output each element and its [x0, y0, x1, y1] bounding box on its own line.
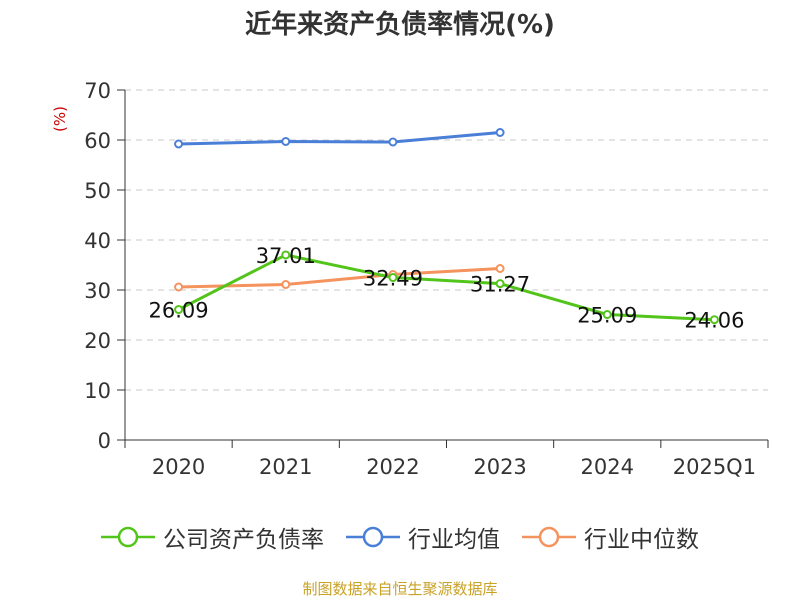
x-tick-label: 2021: [259, 455, 312, 479]
data-point: [174, 139, 184, 149]
chart-title: 近年来资产负债率情况(%): [245, 10, 555, 40]
data-point: [602, 310, 612, 320]
data-label: 37.01: [256, 244, 316, 268]
data-point: [174, 282, 184, 292]
x-tick-label: 2025Q1: [673, 455, 756, 479]
legend-item-company[interactable]: 公司资产负债率: [101, 520, 324, 554]
x-tick-label: 2024: [581, 455, 634, 479]
legend: 公司资产负债率 行业均值 行业中位数: [0, 520, 800, 554]
legend-item-industry-median[interactable]: 行业中位数: [522, 520, 699, 554]
data-label: 25.09: [577, 304, 637, 328]
y-tick-label: 20: [84, 329, 111, 353]
y-tick-label: 60: [84, 129, 111, 153]
x-tick-label: 2022: [366, 455, 419, 479]
legend-label: 行业均值: [408, 527, 500, 553]
legend-marker-icon: [346, 526, 400, 548]
legend-marker-icon: [522, 526, 576, 548]
data-point: [281, 250, 291, 260]
data-point: [709, 315, 719, 325]
line-chart: 0 10 20 30 40 50 60 70 2020 2021 2022 2023 2024 2025Q…: [84, 79, 769, 479]
data-point: [281, 280, 291, 289]
data-point: [495, 279, 505, 289]
data-label: 31.27: [470, 273, 530, 297]
data-point: [388, 137, 398, 147]
data-point: [281, 137, 291, 146]
y-tick-label: 30: [84, 279, 111, 303]
y-tick-label: 70: [84, 79, 111, 103]
data-source: 制图数据来自恒生聚源数据库: [302, 580, 498, 598]
series-line: [178, 267, 501, 289]
x-tick-label: 2020: [152, 455, 205, 479]
y-tick-label: 10: [84, 379, 111, 403]
legend-label: 公司资产负债率: [163, 527, 324, 553]
y-tick-label: 40: [84, 229, 111, 253]
legend-item-industry-mean[interactable]: 行业均值: [346, 520, 500, 554]
y-tick-label: 0: [98, 429, 111, 453]
legend-marker-icon: [101, 526, 155, 548]
data-point: [388, 273, 398, 283]
series-line: [178, 131, 501, 146]
y-tick-label: 50: [84, 179, 111, 203]
data-point: [495, 264, 505, 273]
data-label: 32.49: [363, 267, 423, 291]
data-point: [495, 128, 505, 137]
series-line: [177, 253, 715, 322]
x-tick-label: 2023: [473, 455, 526, 479]
legend-label: 行业中位数: [584, 527, 699, 553]
data-label: 24.06: [684, 309, 744, 333]
data-point: [174, 305, 184, 315]
data-label: 26.09: [149, 299, 209, 323]
